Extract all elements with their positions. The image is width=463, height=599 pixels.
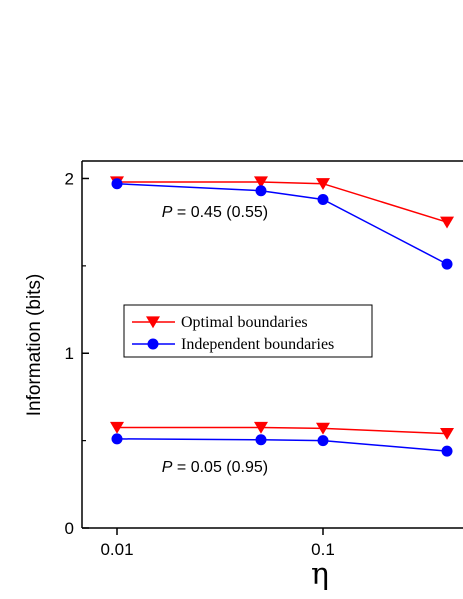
data-point: [111, 433, 123, 445]
data-point: [317, 193, 329, 205]
legend-item: Independent boundaries: [132, 336, 334, 353]
y-axis-label: Information (bits): [24, 274, 45, 417]
annotation-value: = 0.45 (0.55): [172, 204, 268, 221]
data-point: [253, 176, 268, 189]
series-line: [117, 181, 448, 223]
legend-marker: [146, 316, 160, 329]
x-tick-label: 0.1: [311, 540, 335, 559]
annotation-variable: P: [162, 204, 173, 221]
annotation-label: P = 0.05 (0.95): [162, 459, 268, 476]
x-ticks: 0.01 0.1: [100, 528, 335, 559]
data-point: [440, 428, 455, 440]
series-layer: [110, 176, 455, 457]
data-point: [440, 216, 455, 229]
data-point: [316, 178, 330, 191]
legend-items: Optimal boundaries Independent boundaries: [132, 314, 334, 353]
y-tick-label: 0: [65, 519, 74, 538]
y-tick-label: 2: [65, 169, 74, 188]
x-tick-label: 0.01: [100, 540, 133, 559]
legend-marker: [147, 338, 159, 350]
data-point: [441, 445, 453, 457]
plot-frame: [81, 160, 463, 529]
data-point: [255, 185, 267, 197]
annotation-value: = 0.05 (0.95): [172, 459, 268, 476]
data-point: [441, 258, 453, 270]
data-point: [111, 178, 123, 190]
y-ticks: 0 1 2: [65, 169, 89, 538]
x-axis-label: η: [311, 557, 329, 592]
legend-label: Independent boundaries: [181, 336, 334, 353]
data-point: [316, 422, 330, 435]
series-line: [116, 438, 448, 452]
data-point: [110, 421, 124, 434]
series-line: [117, 426, 448, 435]
y-tick-label: 1: [65, 344, 74, 363]
series-independent-boundaries: [111, 178, 453, 457]
annotations: P = 0.45 (0.55)P = 0.05 (0.95): [162, 204, 268, 476]
legend: Optimal boundaries Independent boundaries: [123, 304, 373, 358]
legend-box: [123, 304, 373, 358]
legend-label: Optimal boundaries: [181, 314, 308, 331]
legend-item: Optimal boundaries: [132, 314, 308, 331]
annotation-variable: P: [162, 459, 173, 476]
data-point: [317, 435, 329, 447]
annotation-label: P = 0.45 (0.55): [162, 204, 268, 221]
data-point: [253, 421, 268, 434]
data-point: [255, 434, 267, 446]
series-line: [116, 182, 448, 265]
